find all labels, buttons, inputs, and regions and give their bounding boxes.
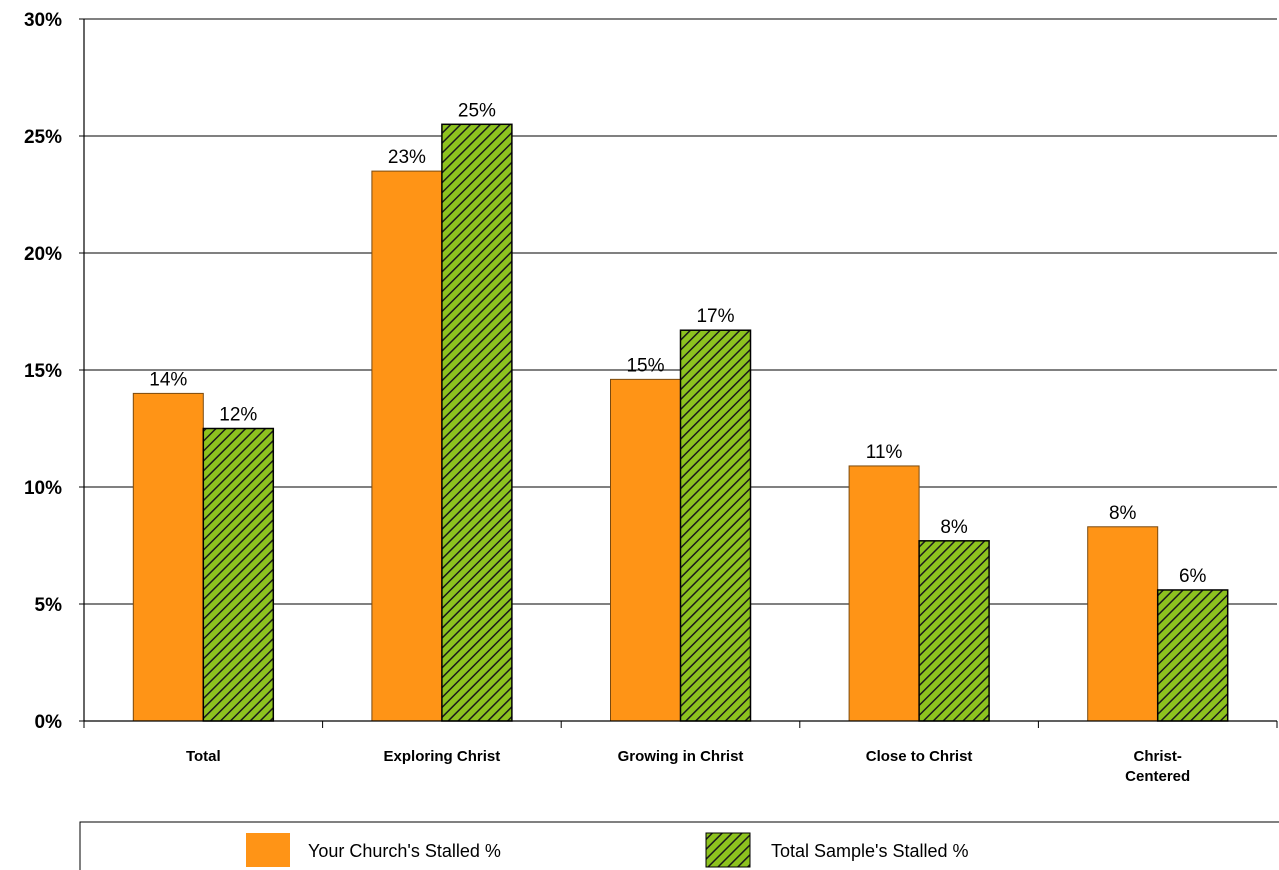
bar-your-church [371,170,443,722]
bar-your-church [132,392,204,722]
bar-your-church [848,465,920,722]
legend-swatch-your-church [246,833,290,867]
data-label: 14% [149,369,187,390]
y-tick-label: 0% [35,712,63,733]
x-category-label: Total [186,748,221,765]
x-category-label-line: Total [186,748,221,765]
x-category-label-line: Centered [1125,768,1190,785]
y-tick-label: 10% [24,478,62,499]
data-label: 25% [458,100,496,121]
data-label: 17% [696,306,734,327]
data-label: 6% [1179,566,1207,587]
bar-total-sample [918,540,990,722]
legend: Your Church's Stalled % Total Sample's St… [79,821,1279,870]
bars-group: 14% 12% 23% 25% 15% 17% 11% 8% 8% 6% [132,100,1229,722]
x-category-label: Exploring Christ [384,748,501,765]
legend-label: Total Sample's Stalled % [771,841,969,861]
legend-label: Your Church's Stalled % [308,841,501,861]
data-label: 23% [388,147,426,168]
y-tick-label: 5% [35,595,63,616]
x-category-label-line: Close to Christ [866,748,973,765]
x-category-label: Close to Christ [866,748,973,765]
y-tick-label: 20% [24,244,62,265]
y-tick-label: 15% [24,361,62,382]
x-axis-categories: Total Exploring Christ Growing in Christ Cl… [186,748,1190,785]
x-category-label: Christ- Centered [1125,748,1190,785]
bar-total-sample [679,329,752,722]
bar-your-church [1087,526,1159,722]
bar-total-sample [441,123,513,722]
data-label: 8% [1109,503,1137,524]
y-tick-label: 25% [24,127,62,148]
x-category-label: Growing in Christ [618,748,744,765]
y-axis-ticks: 0% 5% 10% 15% 20% 25% 30% [24,10,84,733]
legend-swatch-total-sample [705,832,751,868]
x-category-label-line: Growing in Christ [618,748,744,765]
data-label: 11% [866,442,903,463]
data-label: 8% [940,517,968,538]
x-category-label-line: Exploring Christ [384,748,501,765]
y-tick-label: 30% [24,10,62,31]
data-label: 15% [626,355,664,376]
x-category-label-line: Christ- [1134,748,1182,765]
bar-total-sample [1156,589,1229,722]
bar-your-church [610,378,681,722]
bar-total-sample [202,427,275,722]
data-label: 12% [219,405,257,426]
